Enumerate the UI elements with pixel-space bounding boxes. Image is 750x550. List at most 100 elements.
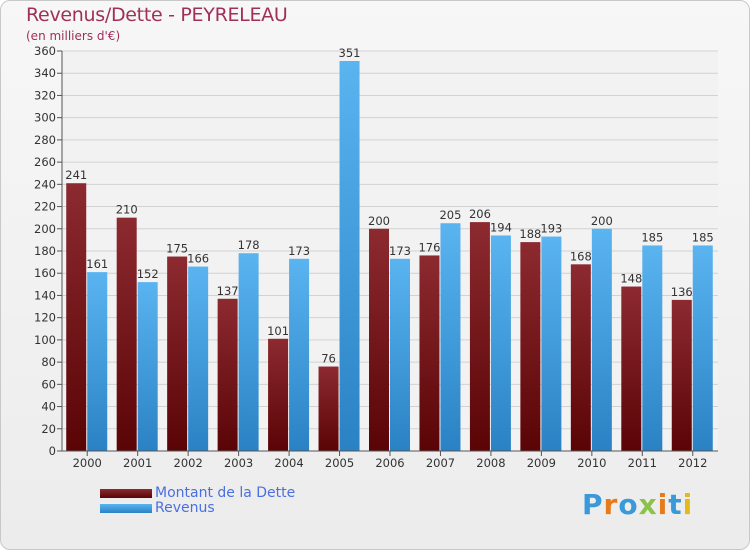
y-tick-label: 20	[41, 422, 56, 436]
data-label-revenus: 193	[540, 222, 562, 236]
x-tick-label: 2003	[224, 456, 253, 470]
data-label-revenus: 173	[288, 244, 310, 258]
bar-revenus	[692, 245, 713, 451]
bar-dette	[66, 183, 87, 451]
x-tick-label: 2004	[274, 456, 303, 470]
legend-swatch-dette	[100, 489, 152, 498]
proxiti-logo: Proxiti	[582, 488, 693, 521]
bar-revenus	[289, 258, 310, 451]
data-label-dette: 241	[65, 168, 87, 182]
data-label-dette: 200	[368, 214, 390, 228]
y-tick-label: 260	[34, 155, 56, 169]
bar-dette	[318, 366, 339, 451]
logo-letter: t	[668, 488, 683, 521]
y-tick-label: 200	[34, 222, 56, 236]
bar-dette	[520, 242, 541, 451]
x-tick-label: 2006	[375, 456, 404, 470]
data-label-revenus: 194	[490, 220, 512, 234]
y-tick-label: 80	[41, 355, 56, 369]
x-tick-label: 2005	[325, 456, 354, 470]
data-label-dette: 175	[166, 242, 188, 256]
bar-revenus	[591, 228, 612, 451]
logo-letter: o	[618, 488, 639, 521]
data-label-dette: 168	[570, 249, 592, 263]
data-label-revenus: 185	[641, 230, 663, 244]
data-label-dette: 136	[671, 285, 693, 299]
bar-dette	[671, 299, 692, 451]
legend-label-dette: Montant de la Dette	[155, 485, 296, 501]
bar-dette	[369, 228, 389, 451]
data-label-dette: 206	[469, 207, 491, 221]
y-tick-label: 100	[34, 333, 56, 347]
x-axis: 2000 2001 2002 2003 2004 2005 2006 2007 2008 2009…	[62, 450, 718, 470]
bar-dette	[116, 217, 137, 451]
x-tick-label: 2008	[476, 456, 505, 470]
logo-letter: P	[582, 488, 604, 521]
bar-revenus	[339, 61, 360, 451]
bar-dette	[469, 222, 490, 451]
y-tick-label: 160	[34, 266, 56, 280]
y-tick-label: 340	[34, 66, 56, 80]
y-tick-label: 220	[34, 200, 56, 214]
legend-swatch-revenus	[100, 504, 152, 513]
data-label-dette: 76	[321, 352, 336, 366]
y-tick-label: 360	[34, 44, 56, 58]
data-label-revenus: 205	[439, 208, 461, 222]
x-tick-label: 2010	[577, 456, 606, 470]
data-label-dette: 176	[418, 240, 440, 254]
data-label-revenus: 152	[137, 267, 159, 281]
logo-letter: i	[657, 488, 669, 521]
data-label-revenus: 185	[692, 230, 714, 244]
logo-letter: i	[682, 488, 694, 521]
data-label-revenus: 166	[187, 252, 209, 266]
bar-revenus	[238, 253, 259, 451]
chart-subtitle: (en milliers d'€)	[26, 29, 121, 43]
y-tick-label: 240	[34, 177, 56, 191]
data-label-revenus: 351	[339, 46, 361, 60]
y-tick-label: 120	[34, 311, 56, 325]
data-label-dette: 101	[267, 324, 289, 338]
x-tick-label: 2007	[426, 456, 455, 470]
data-label-dette: 137	[217, 284, 239, 298]
x-tick-label: 2009	[527, 456, 556, 470]
y-axis: 0 20 40 60 80 100 120 140 160 180 200 220 240 260 280 3…	[34, 44, 63, 458]
data-label-revenus: 178	[238, 238, 260, 252]
y-tick-label: 60	[41, 377, 56, 391]
y-tick-label: 280	[34, 133, 56, 147]
x-tick-label: 2012	[678, 456, 707, 470]
bar-revenus	[188, 266, 209, 451]
x-tick-label: 2001	[123, 456, 152, 470]
y-tick-label: 180	[34, 244, 56, 258]
y-tick-label: 300	[34, 111, 56, 125]
chart-title: Revenus/Dette - PEYRELEAU	[26, 4, 288, 26]
y-tick-label: 0	[49, 444, 56, 458]
logo-letter: x	[638, 488, 658, 521]
bar-revenus	[642, 245, 663, 451]
x-tick-label: 2011	[628, 456, 657, 470]
y-tick-label: 40	[41, 400, 56, 414]
y-tick-label: 140	[34, 288, 56, 302]
data-label-dette: 148	[620, 272, 642, 286]
data-label-dette: 210	[116, 203, 138, 217]
bar-revenus	[87, 272, 108, 451]
bar-revenus	[541, 236, 562, 451]
bar-revenus	[390, 258, 410, 451]
bar-dette	[217, 298, 238, 451]
bar-dette	[167, 256, 188, 451]
y-tick-label: 320	[34, 88, 56, 102]
bar-dette	[419, 255, 440, 451]
bar-dette	[268, 338, 289, 451]
logo-letter: r	[603, 488, 619, 521]
x-tick-label: 2002	[174, 456, 203, 470]
data-label-revenus: 200	[591, 214, 613, 228]
bar-revenus	[490, 235, 511, 451]
data-label-revenus: 161	[86, 257, 108, 271]
x-tick-label: 2000	[73, 456, 102, 470]
data-label-dette: 188	[519, 227, 541, 241]
bar-revenus	[137, 282, 158, 451]
data-label-revenus: 173	[389, 244, 411, 258]
bar-dette	[621, 286, 642, 451]
legend-label-revenus: Revenus	[155, 500, 215, 516]
